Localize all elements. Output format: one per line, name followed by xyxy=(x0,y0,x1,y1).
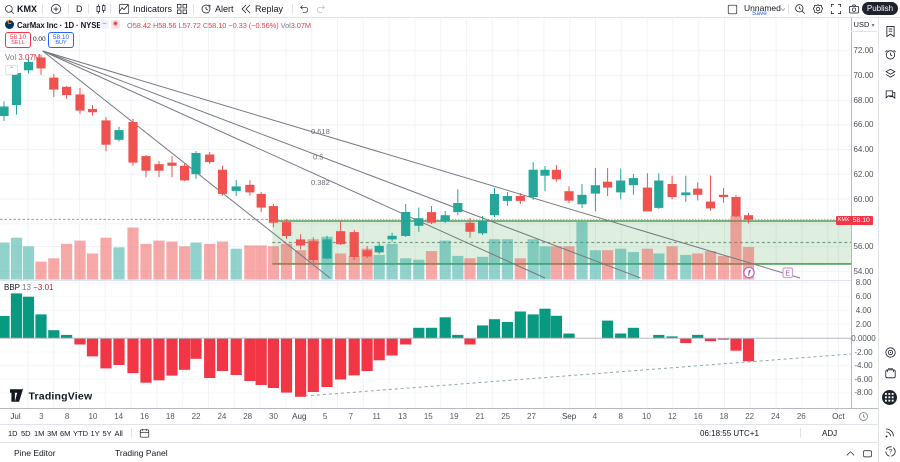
svg-text:?: ? xyxy=(888,448,892,455)
svg-text:f: f xyxy=(748,270,751,277)
svg-text:0.5: 0.5 xyxy=(313,153,323,162)
svg-text:E: E xyxy=(785,271,790,278)
svg-text:0.382: 0.382 xyxy=(311,178,330,187)
svg-text:0.618: 0.618 xyxy=(311,127,330,136)
